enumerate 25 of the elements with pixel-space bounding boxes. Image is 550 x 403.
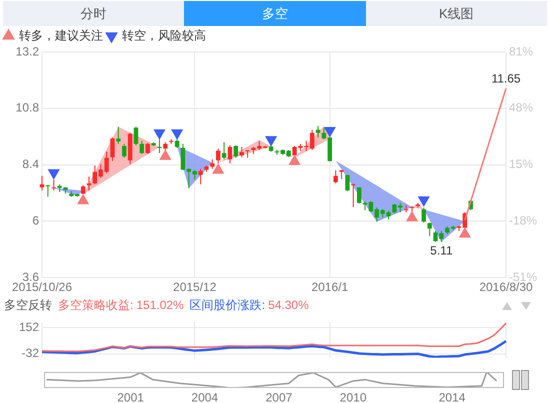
x-tick-label: 2014 [438,390,466,403]
x-tick-label: 2016/1 [311,280,348,294]
y-tick-label: 10.8 [16,100,40,115]
text: K线图 [438,5,475,23]
y-tick-label: -32 [22,346,40,360]
text: 151.02% [136,298,184,312]
legend-label: 转空，风险较高 [122,28,206,42]
x-tick-label: 2001 [117,390,144,403]
y-tick-label: 13.2 [16,44,40,58]
text: 分时 [80,5,108,23]
x-tick-label: 2015/12 [173,280,217,294]
y-tick-label: 152 [18,320,40,334]
chart-title: 多空反转 [4,298,52,312]
x-tick-label: 2004 [191,390,218,403]
text: 多空策略收益: [58,298,134,312]
y-tick-label: 6 [32,214,40,228]
x-tick-label: 2010 [340,390,367,403]
text: 多空 [184,1,366,26]
text: 区间股价涨跌: [190,298,266,312]
y-tick-label: 8.4 [22,157,40,172]
text: 54.30% [268,298,309,312]
x-tick-label: 2007 [266,390,293,403]
legend-label: 转多，建议关注 [19,28,103,42]
annotation: 11.65 [491,72,521,86]
annotation: 5.11 [430,243,453,258]
